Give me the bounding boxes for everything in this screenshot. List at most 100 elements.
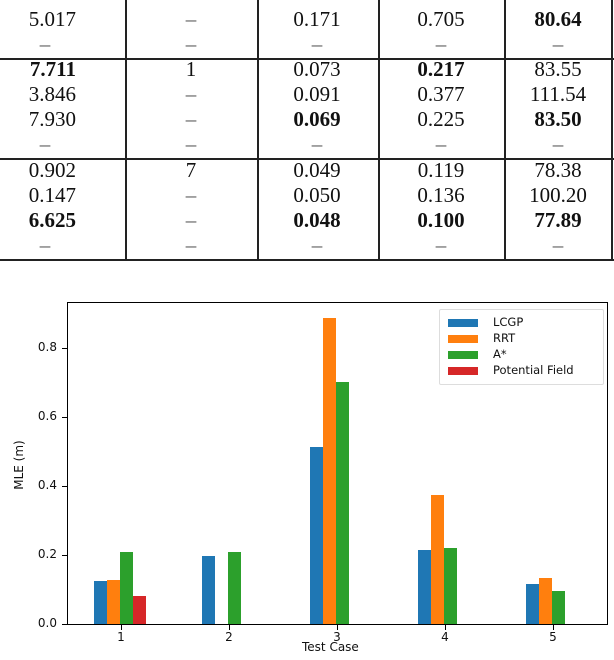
y-tick <box>62 417 67 418</box>
table-cell: 7.930 <box>28 107 76 131</box>
legend-label: A* <box>493 347 507 361</box>
y-tick-label: 0.6 <box>37 409 57 423</box>
table-row-partial <box>0 0 614 4</box>
y-tick-label: 0.8 <box>37 340 57 354</box>
table-cell: 0.073 <box>293 57 341 81</box>
x-tick <box>337 625 338 630</box>
table-cell: – <box>185 7 197 31</box>
legend-swatch-icon <box>448 351 478 359</box>
mle-bar-chart: MLE (m) Test Case 0.0 0.2 0.4 0.6 0.8 1 2 3 4 5 LC… <box>0 270 614 660</box>
bar-lcgp-case-3 <box>310 447 323 624</box>
table-column-divider <box>504 0 506 261</box>
table-cell: 0.050 <box>293 183 341 207</box>
table-cell: 0.048 <box>293 208 341 232</box>
bar-lcgp-case-2 <box>202 556 215 624</box>
table-cell: – <box>185 107 197 131</box>
y-tick-label: 0.2 <box>37 547 57 561</box>
table-cell: 83.55 <box>534 57 582 81</box>
table-cell: 0.217 <box>417 57 465 81</box>
bar-rrt-case-5 <box>539 578 552 624</box>
table-cell: – <box>39 233 51 257</box>
x-tick-label: 5 <box>549 630 557 644</box>
table-cell: 100.20 <box>529 183 587 207</box>
x-tick-label: 2 <box>225 630 233 644</box>
bar-a--case-1 <box>120 551 133 624</box>
table-cell: – <box>552 233 564 257</box>
results-table: 5.017–0.171 0.705 80.64– – – – –7.711 1 0.073 0.2… <box>0 0 614 262</box>
bar-lcgp-case-1 <box>94 580 107 624</box>
table-cell: – <box>435 132 447 156</box>
y-tick <box>62 486 67 487</box>
table-cell: 7 <box>185 158 197 182</box>
table-cell: 0.377 <box>417 82 465 106</box>
table-cell: 0.147 <box>28 183 76 207</box>
y-axis-title: MLE (m) <box>11 440 26 490</box>
table-row-divider <box>0 259 614 261</box>
bar-a--case-2 <box>228 551 241 624</box>
table-cell: – <box>185 82 197 106</box>
table-cell: 1 <box>185 57 197 81</box>
y-tick <box>62 348 67 349</box>
table-column-divider <box>125 0 127 261</box>
table-cell: 5.017 <box>28 7 76 31</box>
table-cell: 0.049 <box>293 158 341 182</box>
table-cell: 0.705 <box>417 7 465 31</box>
table-cell: – <box>435 32 447 56</box>
legend-label: RRT <box>493 331 516 345</box>
table-column-divider <box>378 0 380 261</box>
x-tick-label: 3 <box>333 630 341 644</box>
table-cell: – <box>185 183 197 207</box>
table-cell: – <box>185 233 197 257</box>
table-cell: 6.625 <box>28 208 76 232</box>
bar-rrt-case-3 <box>323 317 336 624</box>
chart-legend: LCGP RRT A* Potential Field <box>439 309 604 385</box>
plot-area <box>67 302 608 625</box>
table-cell: – <box>435 233 447 257</box>
table-cell: 0.902 <box>28 158 76 182</box>
bar-rrt-case-4 <box>431 494 444 624</box>
bar-a--case-3 <box>336 382 349 624</box>
x-tick <box>229 625 230 630</box>
table-cell: – <box>185 32 197 56</box>
table-cell: 77.89 <box>534 208 582 232</box>
x-tick <box>121 625 122 630</box>
table-cell: 0.069 <box>293 107 341 131</box>
table-cell: – <box>39 132 51 156</box>
table-cell: – <box>311 32 323 56</box>
table-cell: – <box>311 132 323 156</box>
bar-a--case-5 <box>552 590 565 624</box>
table-column-divider <box>611 0 613 261</box>
y-tick <box>62 555 67 556</box>
table-cell: 0.136 <box>417 183 465 207</box>
table-cell: 0.225 <box>417 107 465 131</box>
table-cell: 78.38 <box>534 158 582 182</box>
x-axis-title: Test Case <box>302 640 359 654</box>
x-tick <box>445 625 446 630</box>
table-cell: 80.64 <box>534 7 582 31</box>
legend-swatch-icon <box>448 319 478 327</box>
bar-a--case-4 <box>444 548 457 624</box>
bar-lcgp-case-4 <box>418 549 431 624</box>
table-cell: 0.100 <box>417 208 465 232</box>
x-tick <box>553 625 554 630</box>
table-cell: 0.119 <box>417 158 465 182</box>
legend-swatch-icon <box>448 335 478 343</box>
x-tick-label: 1 <box>117 630 125 644</box>
y-tick-label: 0.0 <box>37 616 57 630</box>
table-column-divider <box>257 0 259 261</box>
table-cell: 3.846 <box>28 82 76 106</box>
table-cell: – <box>185 208 197 232</box>
table-cell: – <box>552 132 564 156</box>
legend-swatch-icon <box>448 367 478 375</box>
table-cell: – <box>185 132 197 156</box>
bar-rrt-case-1 <box>107 579 120 624</box>
table-cell: 83.50 <box>534 107 582 131</box>
table-cell: – <box>39 32 51 56</box>
bar-lcgp-case-5 <box>526 583 539 624</box>
table-row-divider <box>0 158 614 160</box>
y-tick <box>62 624 67 625</box>
table-cell: 7.711 <box>29 57 76 81</box>
table-cell: 111.54 <box>529 82 587 106</box>
table-cell: 0.171 <box>293 7 341 31</box>
legend-label: Potential Field <box>493 363 574 377</box>
